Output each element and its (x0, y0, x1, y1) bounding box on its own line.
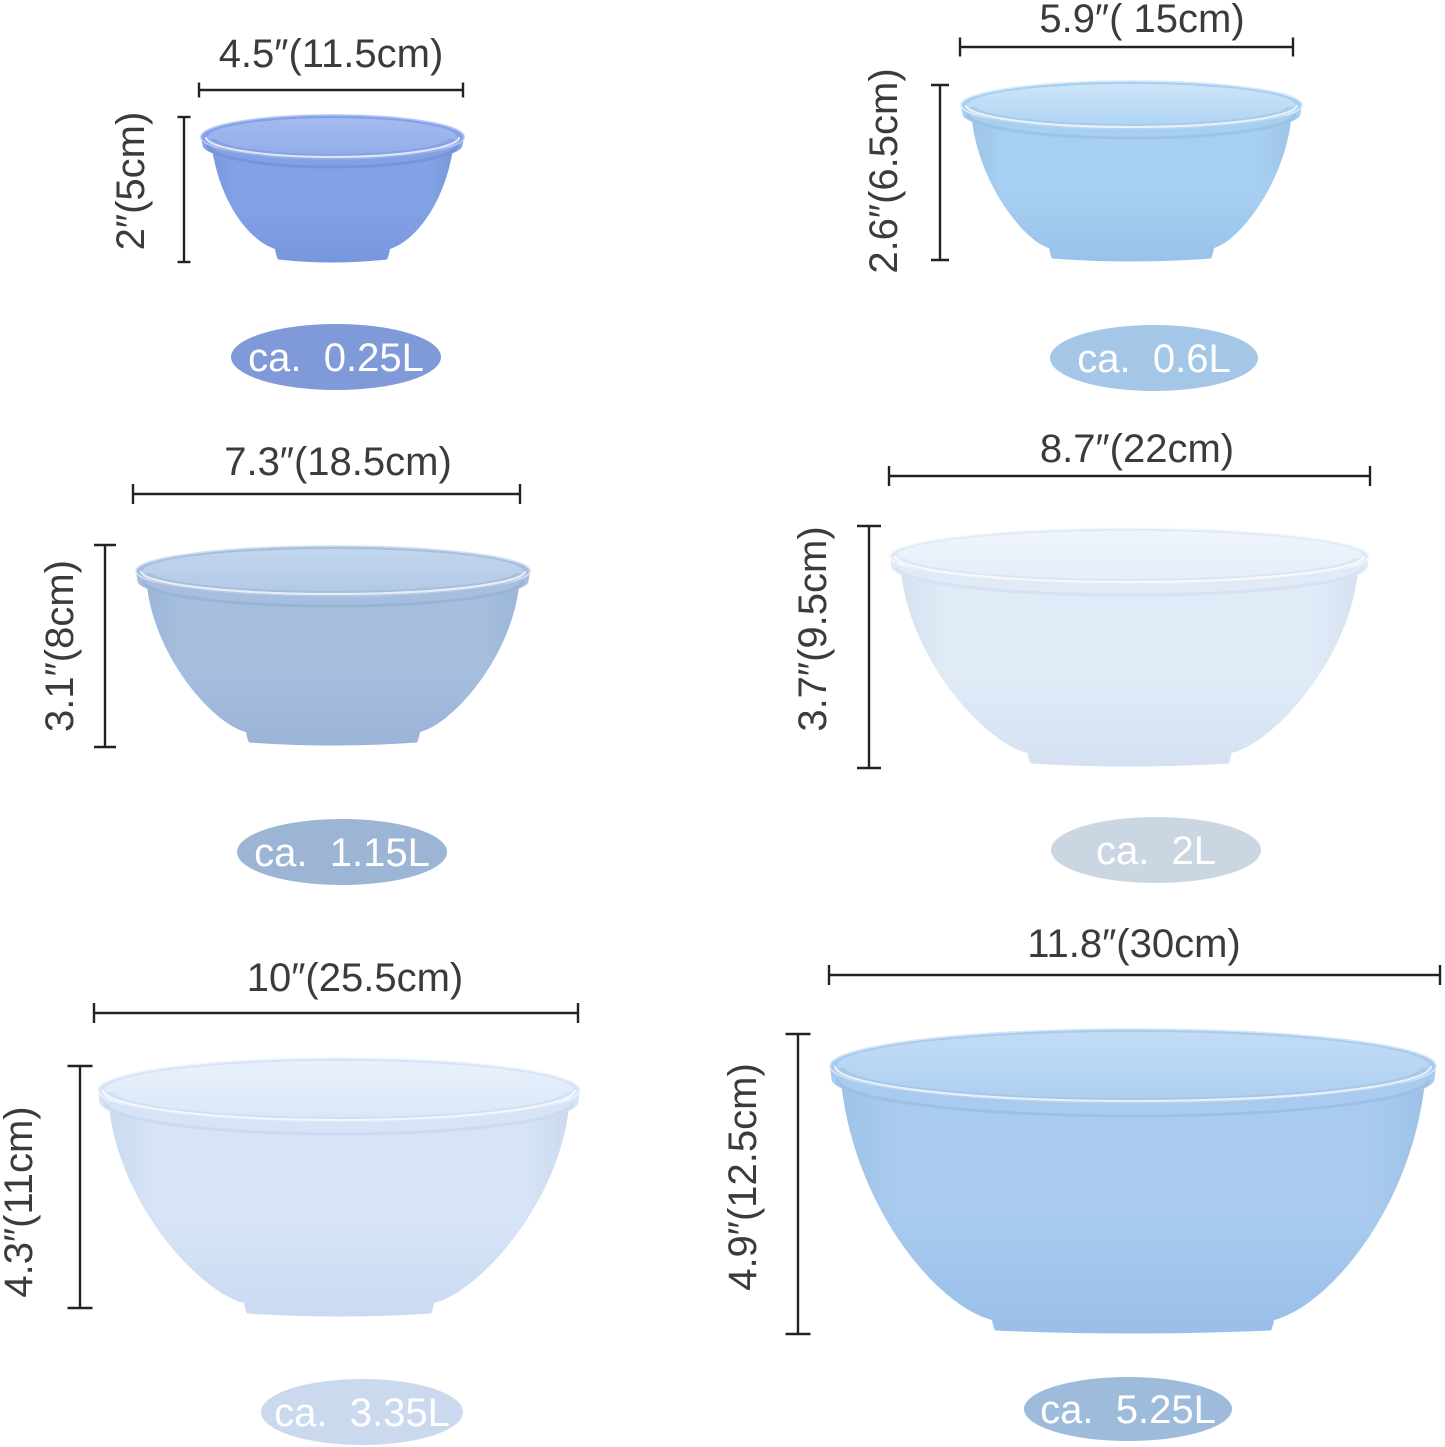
svg-text:ca. 0.25L: ca. 0.25L (248, 336, 424, 380)
svg-text:8.7″(22cm): 8.7″(22cm) (1040, 427, 1234, 471)
svg-text:4.9″(12.5cm): 4.9″(12.5cm) (721, 1063, 765, 1291)
svg-text:4.5″(11.5cm): 4.5″(11.5cm) (219, 32, 444, 76)
svg-text:ca. 0.6L: ca. 0.6L (1077, 337, 1230, 381)
svg-text:2.6″(6.5cm): 2.6″(6.5cm) (862, 68, 906, 273)
svg-text:2″(5cm): 2″(5cm) (109, 112, 153, 251)
svg-text:ca. 5.25L: ca. 5.25L (1040, 1388, 1216, 1432)
svg-text:ca. 2L: ca. 2L (1096, 829, 1216, 873)
svg-text:ca. 1.15L: ca. 1.15L (254, 831, 430, 875)
svg-text:3.7″(9.5cm): 3.7″(9.5cm) (791, 526, 835, 731)
svg-text:3.1″(8cm): 3.1″(8cm) (38, 560, 82, 732)
svg-text:ca. 3.35L: ca. 3.35L (274, 1391, 450, 1435)
svg-text:7.3″(18.5cm): 7.3″(18.5cm) (224, 440, 452, 484)
svg-text:11.8″(30cm): 11.8″(30cm) (1027, 922, 1241, 966)
svg-text:4.3″(11cm): 4.3″(11cm) (0, 1106, 41, 1297)
svg-text:10″(25.5cm): 10″(25.5cm) (247, 956, 463, 1000)
svg-text:5.9″( 15cm): 5.9″( 15cm) (1039, 0, 1244, 41)
